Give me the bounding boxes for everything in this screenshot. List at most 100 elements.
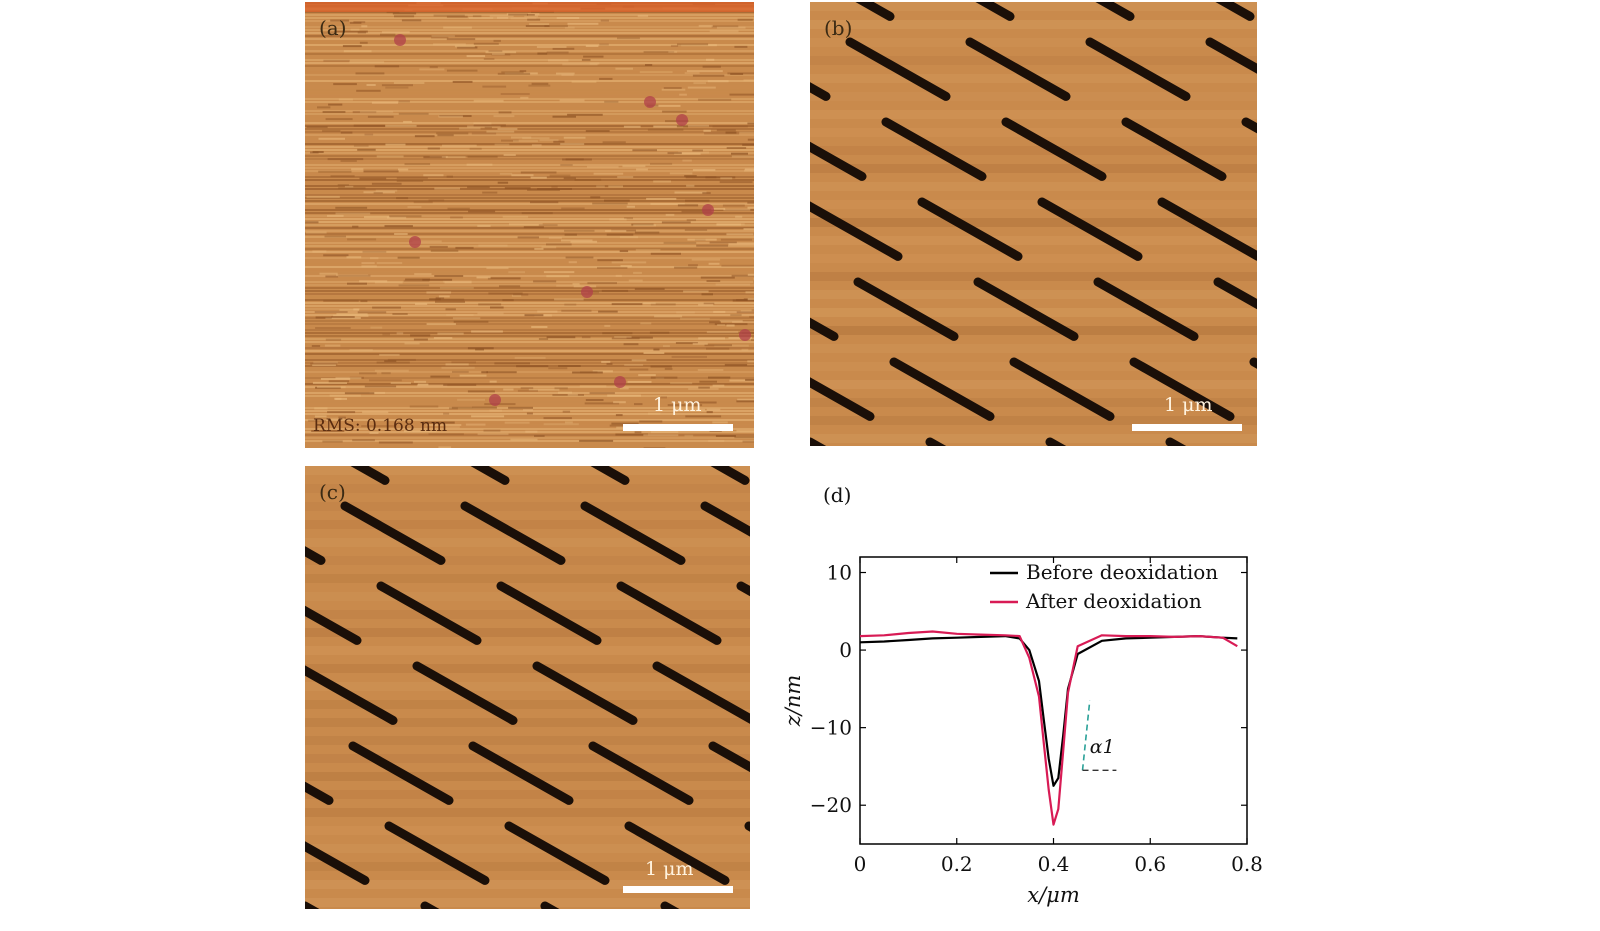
afm-texture-streak [407,206,422,208]
panel-label-b: (b) [824,16,853,40]
afm-texture-streak [714,344,749,347]
afm-texture-streak [315,327,351,329]
afm-texture-streak [664,367,673,370]
afm-texture-streak [551,185,558,188]
afm-texture-streak [559,99,585,102]
afm-texture-streak [417,383,429,386]
afm-scan-line [305,239,754,241]
afm-texture-streak [331,316,355,318]
afm-texture-streak [579,385,607,388]
afm-texture-streak [508,406,533,409]
afm-texture-streak [562,63,598,66]
afm-texture-streak [453,320,489,323]
afm-texture-streak [314,407,328,410]
afm-texture-streak [599,77,613,80]
afm-texture-streak [543,423,579,426]
afm-texture-streak [305,231,327,234]
afm-scan-line [305,191,754,193]
afm-texture-streak [390,382,411,384]
afm-terrace-band [305,826,750,835]
afm-texture-streak [685,415,722,418]
afm-scan-line [305,380,754,382]
afm-panel-c: (c) 1 μm [305,466,750,909]
afm-texture-streak [604,324,611,327]
afm-texture-streak [680,317,710,320]
afm-scan-line [305,44,754,46]
afm-texture-streak [533,280,557,283]
afm-texture-streak [371,101,399,104]
afm-texture-streak [530,201,559,204]
afm-texture-streak [751,309,754,312]
afm-texture-streak [615,274,622,277]
afm-scan-line [305,347,754,349]
afm-scan-line [305,107,754,109]
afm-texture-streak [364,385,397,388]
afm-texture-streak [371,182,402,185]
afm-texture-streak [676,125,688,128]
afm-texture-streak [306,195,340,198]
afm-texture-streak [467,186,490,189]
afm-texture-streak [370,257,379,260]
afm-scan-line [305,446,754,448]
afm-texture-streak [589,392,615,395]
trench-line [348,741,454,805]
afm-texture-streak [359,41,368,44]
afm-texture-streak [473,122,492,125]
afm-texture-streak [318,137,345,140]
afm-texture-streak [611,303,643,306]
afm-texture-streak [477,312,504,315]
afm-terrace-band [810,20,1257,29]
afm-texture-streak [567,113,603,116]
afm-texture-streak [609,424,637,427]
afm-scan-line [305,137,754,139]
afm-texture-streak [639,420,663,423]
afm-texture-streak [601,289,629,292]
afm-texture-streak [717,324,726,326]
afm-texture-streak [607,394,641,397]
afm-texture-streak [643,352,665,354]
afm-texture-streak [747,201,754,204]
afm-texture-streak [446,15,468,18]
afm-texture-streak [679,93,687,96]
afm-texture-streak [687,86,716,89]
afm-texture-streak [619,236,639,239]
afm-texture-streak [663,241,697,244]
afm-texture-streak [328,103,343,106]
afm-scan-line [305,35,754,37]
afm-scan-line [305,50,754,52]
afm-scan-line [305,17,754,19]
afm-texture-streak [753,280,754,283]
afm-scan-line [305,101,754,103]
afm-texture-streak [604,100,619,103]
afm-terrace-band [810,290,1257,299]
afm-texture-streak [665,213,675,216]
afm-texture-streak [502,299,514,302]
afm-terrace-band [810,380,1257,389]
trench-line [1085,37,1191,101]
afm-texture-streak [744,169,754,172]
afm-scan-line [305,419,754,421]
afm-scan-line [305,164,754,166]
afm-texture-streak [537,310,558,313]
afm-scan-line [305,74,754,76]
afm-scan-line [305,152,754,154]
afm-terrace-band [810,398,1257,407]
afm-texture-streak [561,239,593,242]
afm-texture-streak [427,147,440,150]
afm-texture-streak [698,337,725,340]
afm-texture-streak [516,365,549,368]
afm-texture-streak [670,382,693,385]
scale-bar-c [623,886,733,893]
afm-texture-streak [639,71,673,74]
rms-label: RMS: 0.168 nm [313,416,448,436]
afm-texture-streak [347,282,367,285]
afm-texture-streak [357,148,376,151]
afm-scan-line [305,335,754,337]
afm-scan-line [305,146,754,148]
afm-texture-streak [499,172,513,175]
trench-line [845,37,951,101]
afm-texture-streak [376,155,404,158]
afm-texture-streak [381,372,391,375]
afm-texture-streak [491,53,505,56]
trench-line [973,277,1079,341]
